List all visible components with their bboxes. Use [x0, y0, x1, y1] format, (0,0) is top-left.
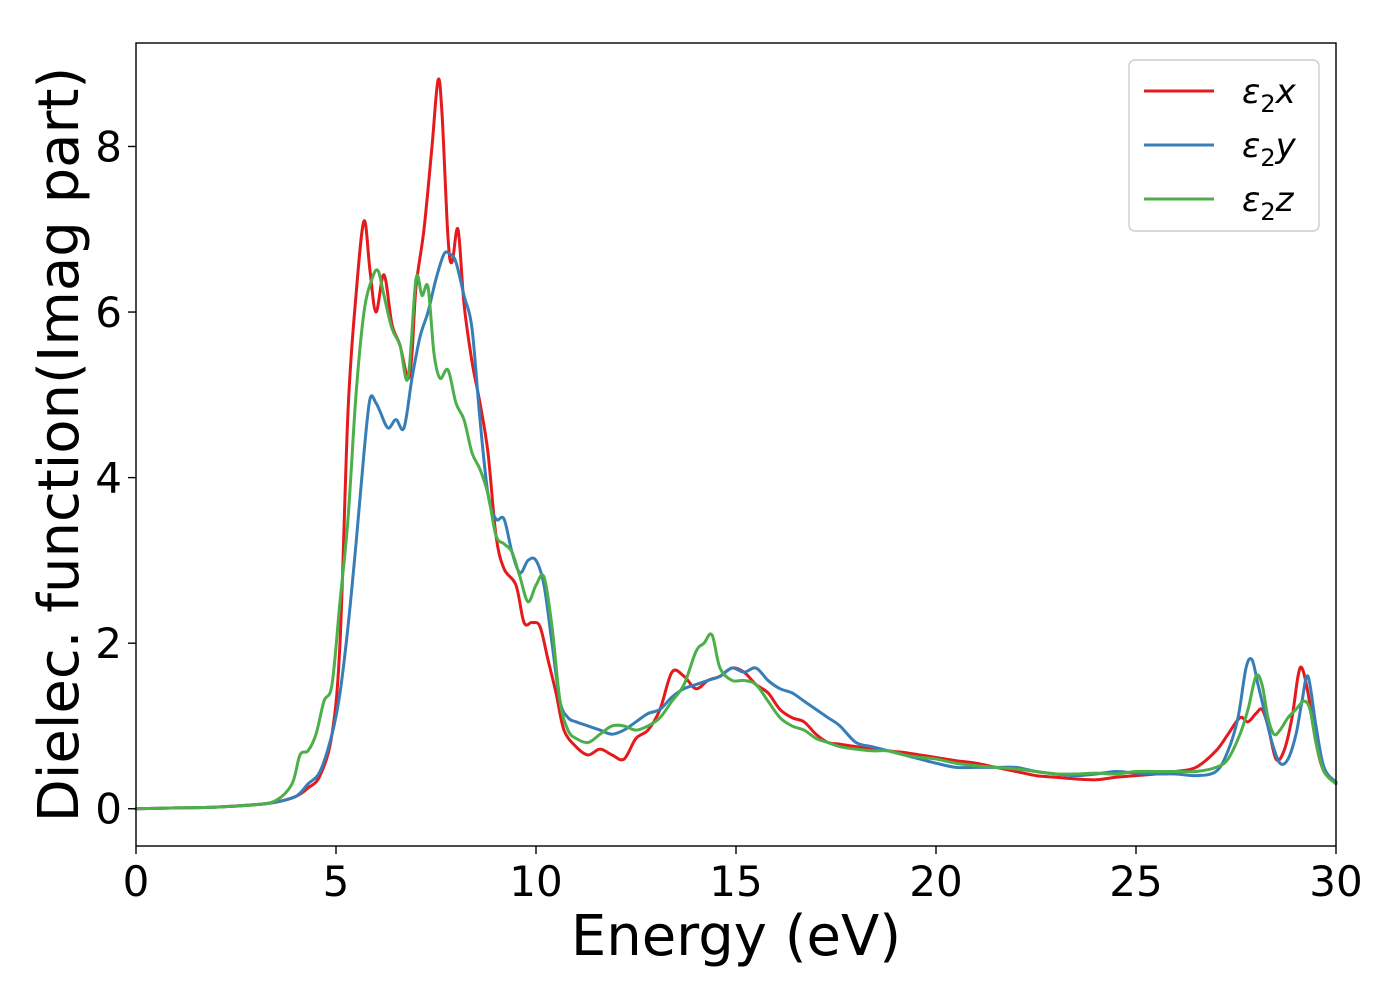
series-line-z	[134, 268, 1338, 811]
legend-items: ε2x ε2y ε2z	[1144, 72, 1297, 226]
x-tick-label: 30	[1309, 857, 1362, 906]
y-tick-label: 4	[95, 454, 122, 503]
x-tick-label: 5	[323, 857, 350, 906]
legend-box	[1128, 59, 1320, 232]
x-tick-label: 20	[909, 857, 962, 906]
legend: ε2x ε2y ε2z	[1128, 59, 1320, 232]
legend-label-z: ε2z	[1242, 180, 1295, 226]
x-tick-label: 0	[123, 857, 150, 906]
y-axis-label: Dielec. function(Imag part)	[27, 67, 92, 823]
y-tick-label: 2	[95, 619, 122, 668]
x-tick-label: 25	[1109, 857, 1162, 906]
y-tick-label: 8	[95, 122, 122, 171]
series-layer	[134, 77, 1338, 811]
series-line-y	[134, 250, 1338, 811]
legend-label-x: ε2x	[1242, 72, 1297, 118]
y-tick-label: 6	[95, 288, 122, 337]
x-tick-label: 10	[509, 857, 562, 906]
x-tick-label: 15	[709, 857, 762, 906]
legend-label-y: ε2y	[1242, 126, 1297, 172]
y-tick-label: 0	[95, 785, 122, 834]
x-axis: 0 5 10 15 20 25 30	[123, 846, 1363, 906]
x-axis-label: Energy (eV)	[571, 904, 901, 969]
y-axis: 0 2 4 6 8	[95, 122, 136, 834]
